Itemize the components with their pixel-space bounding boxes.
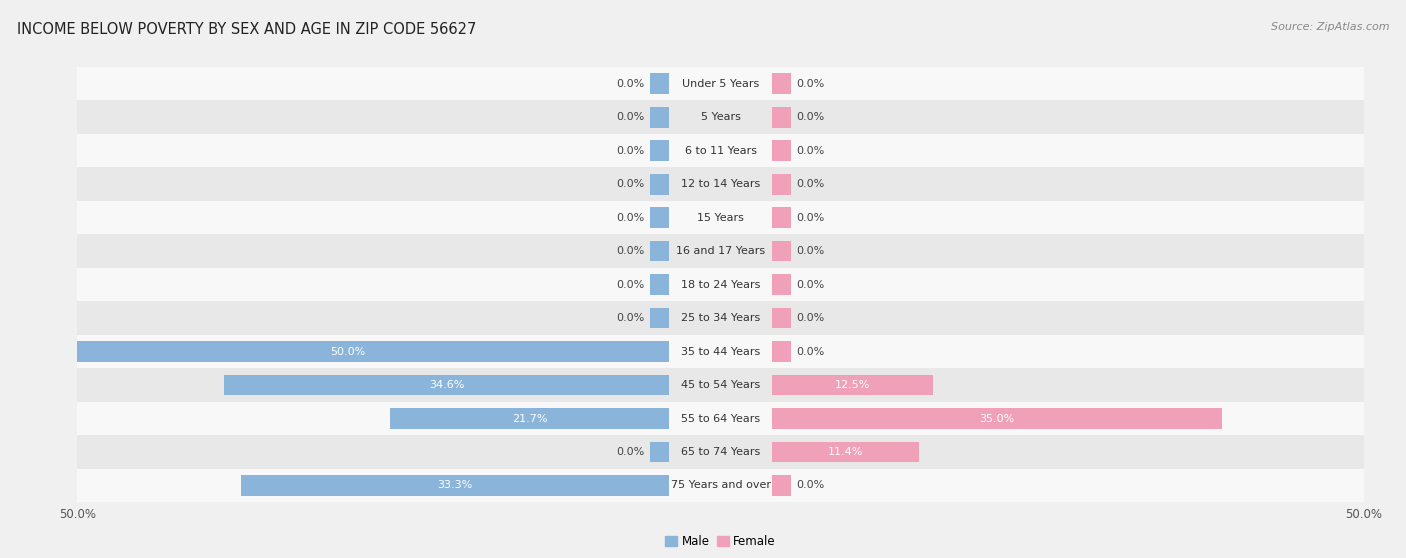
Text: 0.0%: 0.0% [796,480,825,490]
Bar [77,100,1364,134]
Text: 34.6%: 34.6% [429,380,464,390]
Bar [77,134,1364,167]
Bar [77,234,1364,268]
Bar [650,207,669,228]
Bar [650,174,669,195]
Bar [650,274,669,295]
Bar [772,307,792,329]
Text: 75 Years and over: 75 Years and over [671,480,770,490]
Bar [650,307,669,329]
Bar [77,167,1364,201]
Bar [240,475,669,496]
Bar [772,441,918,463]
Text: 15 Years: 15 Years [697,213,744,223]
Bar [772,107,792,128]
Text: 6 to 11 Years: 6 to 11 Years [685,146,756,156]
Text: 0.0%: 0.0% [616,179,645,189]
Text: 0.0%: 0.0% [616,112,645,122]
Text: 11.4%: 11.4% [828,447,863,457]
Bar [772,73,792,94]
Text: 12 to 14 Years: 12 to 14 Years [681,179,761,189]
Bar [77,67,1364,100]
Bar [25,341,669,362]
Legend: Male, Female: Male, Female [661,531,780,553]
Bar [224,374,669,396]
Bar [77,435,1364,469]
Text: 35.0%: 35.0% [980,413,1015,424]
Text: 0.0%: 0.0% [616,79,645,89]
Text: 50.0%: 50.0% [330,347,366,357]
Bar [77,368,1364,402]
Text: 0.0%: 0.0% [616,313,645,323]
Text: 16 and 17 Years: 16 and 17 Years [676,246,765,256]
Text: 0.0%: 0.0% [796,280,825,290]
Bar [772,140,792,161]
Text: 0.0%: 0.0% [796,313,825,323]
Text: Under 5 Years: Under 5 Years [682,79,759,89]
Text: Source: ZipAtlas.com: Source: ZipAtlas.com [1271,22,1389,32]
Bar [650,441,669,463]
Text: 0.0%: 0.0% [796,112,825,122]
Text: INCOME BELOW POVERTY BY SEX AND AGE IN ZIP CODE 56627: INCOME BELOW POVERTY BY SEX AND AGE IN Z… [17,22,477,37]
Bar [77,301,1364,335]
Text: 0.0%: 0.0% [616,280,645,290]
Text: 0.0%: 0.0% [796,179,825,189]
Text: 12.5%: 12.5% [835,380,870,390]
Bar [772,475,792,496]
Text: 0.0%: 0.0% [796,79,825,89]
Text: 65 to 74 Years: 65 to 74 Years [681,447,761,457]
Bar [650,140,669,161]
Bar [772,274,792,295]
Bar [772,240,792,262]
Bar [772,174,792,195]
Bar [772,408,1222,429]
Text: 18 to 24 Years: 18 to 24 Years [681,280,761,290]
Bar [389,408,669,429]
Text: 0.0%: 0.0% [796,246,825,256]
Text: 21.7%: 21.7% [512,413,547,424]
Text: 0.0%: 0.0% [616,447,645,457]
Text: 0.0%: 0.0% [616,213,645,223]
Text: 0.0%: 0.0% [616,146,645,156]
Bar [650,107,669,128]
Text: 0.0%: 0.0% [616,246,645,256]
Text: 25 to 34 Years: 25 to 34 Years [681,313,761,323]
Text: 5 Years: 5 Years [700,112,741,122]
Bar [772,341,792,362]
Text: 55 to 64 Years: 55 to 64 Years [681,413,761,424]
Bar [650,73,669,94]
Text: 35 to 44 Years: 35 to 44 Years [681,347,761,357]
Bar [77,469,1364,502]
Text: 0.0%: 0.0% [796,347,825,357]
Text: 0.0%: 0.0% [796,146,825,156]
Bar [772,374,932,396]
Bar [772,207,792,228]
Text: 45 to 54 Years: 45 to 54 Years [681,380,761,390]
Text: 33.3%: 33.3% [437,480,472,490]
Bar [77,402,1364,435]
Bar [650,240,669,262]
Text: 0.0%: 0.0% [796,213,825,223]
Bar [77,335,1364,368]
Bar [77,268,1364,301]
Bar [77,201,1364,234]
